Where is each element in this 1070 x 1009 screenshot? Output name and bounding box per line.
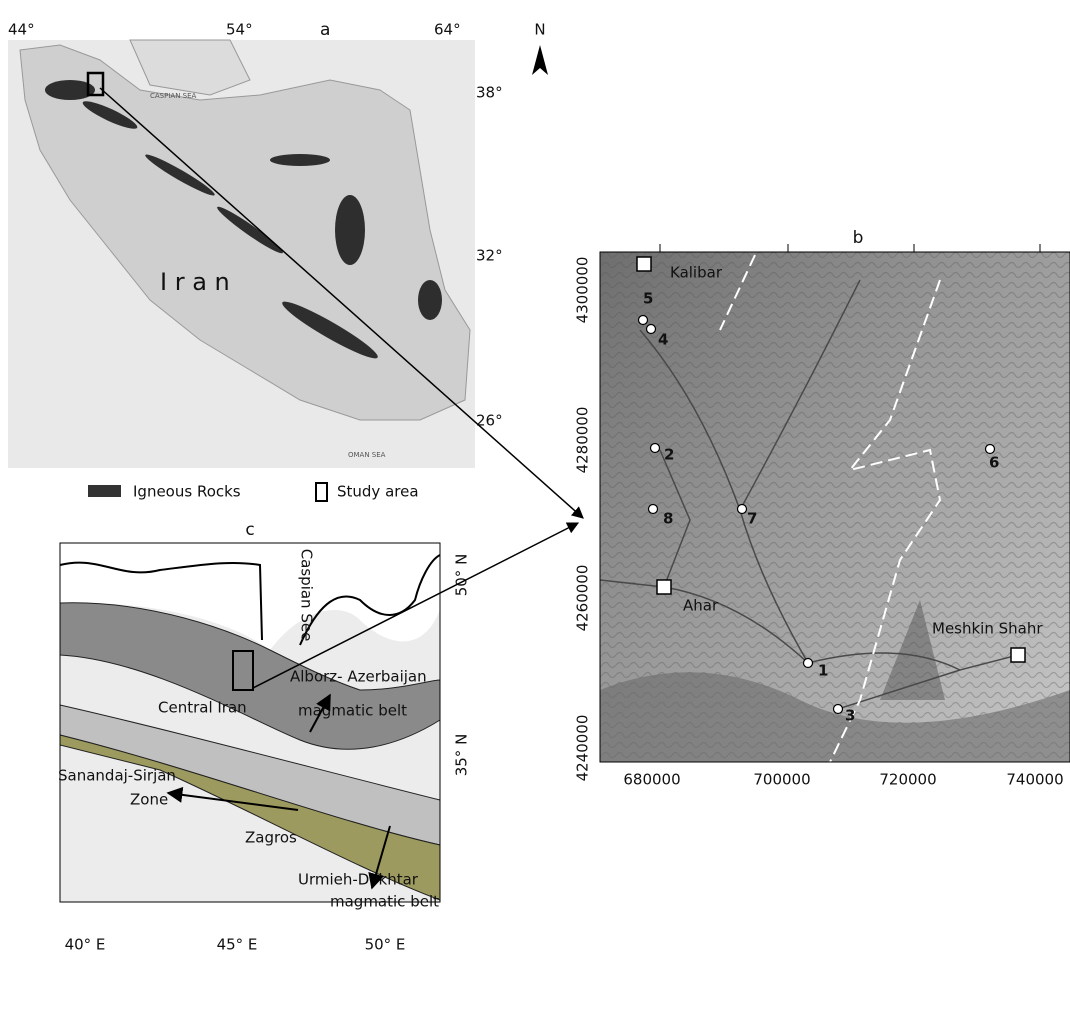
sample-label: 4 xyxy=(658,331,668,349)
legend-label: Igneous Rocks xyxy=(133,483,241,501)
lon-label: 40° E xyxy=(65,936,106,954)
sample-label: 2 xyxy=(664,446,674,464)
legend-label: Study area xyxy=(337,483,419,501)
y-tick-label: 4240000 xyxy=(574,715,592,782)
unit-label: Central Iran xyxy=(158,699,247,717)
north-arrow xyxy=(532,45,548,75)
sample-label: 5 xyxy=(643,290,653,308)
y-tick-label: 4280000 xyxy=(574,407,592,474)
lon-label: 45° E xyxy=(217,936,258,954)
unit-label: Zagros xyxy=(245,829,297,847)
unit-label: Alborz- Azerbaijan xyxy=(290,668,427,686)
town-label: Kalibar xyxy=(670,264,723,282)
sea-label: CASPIAN SEA xyxy=(150,92,197,100)
sample-marker xyxy=(804,659,813,668)
legend-swatch xyxy=(316,483,327,501)
town-label: Ahar xyxy=(683,597,719,615)
legend-swatch xyxy=(88,485,121,497)
x-tick-label: 720000 xyxy=(879,771,936,789)
panel-c: c 40° E 45° E 50° E 50° N 35° N Caspian … xyxy=(58,520,471,954)
lon-label: 50° E xyxy=(365,936,406,954)
rock xyxy=(335,195,365,265)
sample-marker xyxy=(738,505,747,514)
lat-label: 35° N xyxy=(453,734,471,777)
lon-label: 44° xyxy=(8,21,35,39)
panel-label: b xyxy=(853,228,864,248)
unit-label: magmatic belt xyxy=(330,893,439,911)
rock xyxy=(270,154,330,166)
town-label: Meshkin Shahr xyxy=(932,620,1043,638)
sample-marker xyxy=(651,444,660,453)
x-tick-label: 740000 xyxy=(1006,771,1063,789)
country-label: I r a n xyxy=(160,268,230,296)
unit-label: Sanandaj-Sirjan xyxy=(58,767,176,785)
figure: a 44° 54° 64° 38° 32° 26° I r a n CASPIA… xyxy=(0,0,1070,1009)
rock xyxy=(418,280,442,320)
sample-label: 8 xyxy=(663,510,673,528)
unit-label: magmatic belt xyxy=(298,702,407,720)
town-marker xyxy=(1011,648,1025,662)
sea-label: Caspian See xyxy=(298,549,316,642)
lon-label: 54° xyxy=(226,21,253,39)
x-tick-label: 680000 xyxy=(623,771,680,789)
town-marker xyxy=(637,257,651,271)
lat-label: 32° xyxy=(476,247,503,265)
panel-label: c xyxy=(245,520,254,540)
lon-label: 64° xyxy=(434,21,461,39)
sample-marker xyxy=(986,445,995,454)
sample-marker xyxy=(639,316,648,325)
sample-label: 1 xyxy=(818,662,828,680)
sample-label: 7 xyxy=(747,510,757,528)
sample-label: 6 xyxy=(989,454,999,472)
unit-label: Zone xyxy=(130,791,168,809)
town-marker xyxy=(657,580,671,594)
y-tick-label: 4260000 xyxy=(574,565,592,632)
ticks xyxy=(660,244,1040,252)
lat-label: 38° xyxy=(476,84,503,102)
panel-b: b 680000 700000 720000 740000 4240000 42… xyxy=(574,228,1070,789)
x-tick-label: 700000 xyxy=(753,771,810,789)
panel-label: a xyxy=(320,20,330,40)
panel-a: a 44° 54° 64° 38° 32° 26° I r a n CASPIA… xyxy=(8,20,548,501)
unit-label: Urmieh-Dokhtar xyxy=(298,871,419,889)
y-tick-label: 4300000 xyxy=(574,257,592,324)
sample-label: 3 xyxy=(845,707,855,725)
sea-label: OMAN SEA xyxy=(348,451,386,459)
sample-marker xyxy=(834,705,843,714)
lat-label: 50° N xyxy=(453,554,471,597)
north-label: N xyxy=(534,21,545,39)
sample-marker xyxy=(649,505,658,514)
sample-marker xyxy=(647,325,656,334)
